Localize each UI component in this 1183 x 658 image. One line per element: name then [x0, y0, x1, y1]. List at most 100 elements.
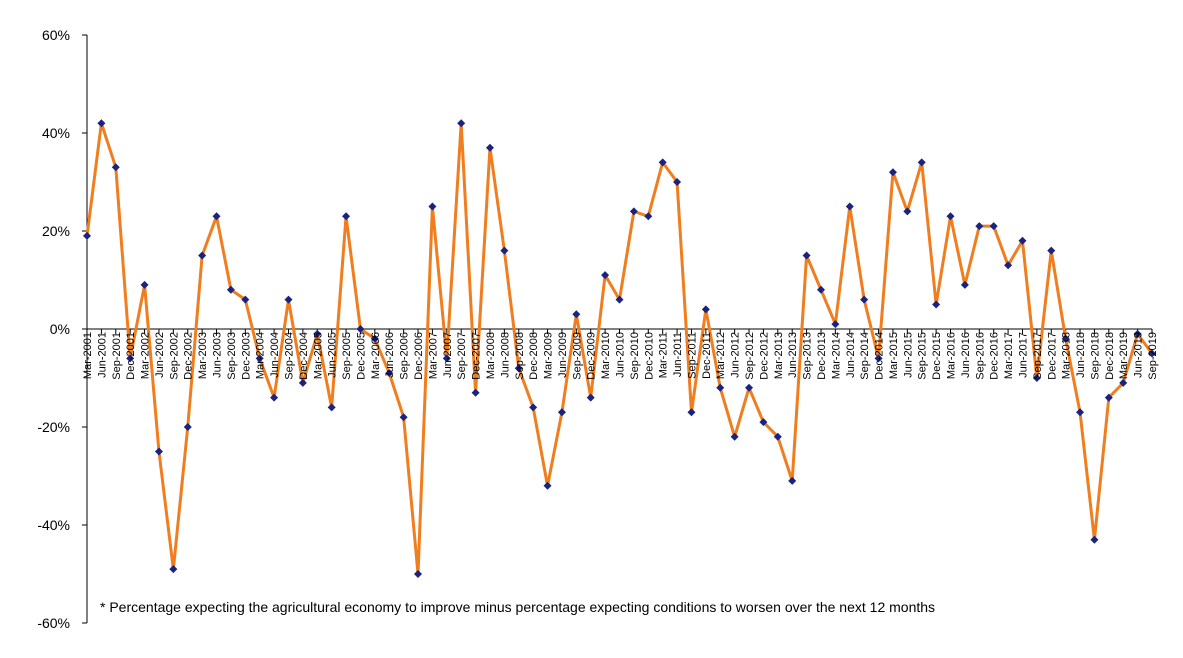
x-tick-label: Mar-2003	[197, 332, 209, 379]
data-point	[140, 280, 149, 289]
data-point	[687, 408, 696, 417]
x-tick-label: Mar-2006	[370, 332, 382, 379]
x-tick-label: Sep-2004	[283, 332, 295, 380]
y-tick-label: 0%	[50, 321, 70, 337]
x-tick-label: Jun-2004	[269, 332, 281, 378]
data-point	[1004, 261, 1013, 270]
x-tick-label: Sep-2019	[1147, 332, 1159, 380]
x-tick-label: Sep-2007	[456, 332, 468, 380]
data-point	[356, 325, 365, 333]
data-point	[773, 432, 782, 441]
data-point	[198, 251, 207, 260]
data-point	[874, 354, 883, 363]
series-markers	[83, 119, 1156, 578]
x-tick-label: Jun-2013	[787, 332, 799, 378]
x-axis	[86, 328, 1153, 334]
x-tick-label: Sep-2015	[917, 332, 929, 380]
data-point	[457, 119, 466, 128]
data-point	[485, 143, 494, 152]
data-point	[514, 364, 523, 373]
x-tick-label: Jun-2015	[902, 332, 914, 378]
data-point	[989, 222, 998, 231]
x-tick-label: Jun-2009	[557, 332, 569, 378]
x-tick-label: Mar-2011	[658, 332, 670, 378]
data-point	[1076, 408, 1085, 417]
x-tick-label: Dec-2006	[413, 332, 425, 380]
data-point	[154, 447, 163, 456]
data-point	[701, 305, 710, 314]
x-tick-label: Sep-2018	[1089, 332, 1101, 380]
x-tick-label: Mar-2014	[830, 332, 842, 379]
data-point	[730, 432, 739, 441]
x-tick-label: Mar-2010	[600, 332, 612, 379]
x-tick-label: Dec-2016	[989, 332, 1001, 380]
data-point	[1090, 535, 1099, 544]
x-tick-label: Jun-2012	[730, 332, 742, 378]
x-tick-label: Sep-2014	[859, 332, 871, 380]
x-tick-label: Jun-2014	[845, 332, 857, 378]
x-tick-label: Jun-2005	[327, 332, 339, 378]
x-tick-label: Sep-2003	[226, 332, 238, 380]
x-tick-label: Mar-2015	[888, 332, 900, 379]
x-tick-label: Jun-2001	[96, 332, 108, 378]
data-point	[442, 354, 451, 363]
x-tick-label: Sep-2009	[571, 332, 583, 380]
x-tick-label: Dec-2014	[874, 332, 886, 380]
x-tick-label: Sep-2017	[1032, 332, 1044, 380]
data-point	[327, 403, 336, 412]
x-tick-label: Mar-2009	[543, 332, 555, 379]
data-point	[1119, 378, 1128, 387]
data-point	[428, 202, 437, 211]
x-tick-labels: Mar-2001 Jun-2001 Sep-2001 Dec-2001 Mar-2002…	[82, 332, 1159, 380]
x-tick-label: Sep-2016	[974, 332, 986, 380]
x-tick-label: Sep-2008	[514, 332, 526, 380]
x-tick-label: Sep-2013	[802, 332, 814, 380]
y-tick-label: 20%	[42, 223, 70, 239]
y-tick-label: -20%	[37, 419, 70, 435]
data-point	[831, 320, 840, 329]
data-point	[946, 212, 955, 221]
data-point	[572, 310, 581, 319]
y-axis: 60% 40% 20% 0% -20% -40% -60%	[37, 27, 88, 631]
data-point	[255, 354, 264, 363]
data-point	[802, 251, 811, 260]
data-point	[543, 481, 552, 490]
data-point	[860, 295, 869, 304]
x-tick-label: Mar-2008	[485, 332, 497, 379]
data-point	[83, 231, 91, 240]
x-tick-label: Jun-2002	[154, 332, 166, 378]
x-tick-label: Dec-2012	[758, 332, 770, 380]
x-tick-label: Mar-2018	[1061, 332, 1073, 379]
data-point	[816, 285, 825, 294]
x-tick-label: Dec-2015	[931, 332, 943, 380]
data-point	[658, 158, 667, 167]
footnote: * Percentage expecting the agricultural …	[100, 599, 935, 615]
x-tick-label: Mar-2013	[773, 332, 785, 379]
x-tick-label: Jun-2008	[499, 332, 511, 378]
x-tick-label: Dec-2013	[816, 332, 828, 380]
x-tick-label: Mar-2005	[312, 332, 324, 379]
data-point	[932, 300, 941, 309]
data-point	[226, 285, 235, 294]
data-point	[1104, 393, 1113, 402]
data-point	[298, 378, 307, 387]
x-tick-label: Dec-2001	[125, 332, 137, 380]
x-tick-label: Sep-2001	[111, 332, 123, 380]
x-tick-label: Sep-2012	[744, 332, 756, 380]
data-point	[644, 212, 653, 221]
x-tick-label: Mar-2016	[946, 332, 958, 379]
x-tick-label: Dec-2007	[471, 332, 483, 380]
y-tick-label: -40%	[37, 517, 70, 533]
data-point	[500, 246, 509, 255]
data-point	[716, 383, 725, 392]
x-tick-label: Dec-2010	[643, 332, 655, 380]
x-tick-label: Mar-2002	[140, 332, 152, 379]
data-point	[529, 403, 538, 412]
data-point	[1032, 374, 1041, 382]
data-point	[1148, 349, 1156, 358]
data-point	[97, 119, 106, 128]
x-tick-label: Mar-2019	[1118, 332, 1130, 379]
x-tick-label: Jun-2010	[615, 332, 627, 378]
x-tick-label: Dec-2003	[240, 332, 252, 380]
